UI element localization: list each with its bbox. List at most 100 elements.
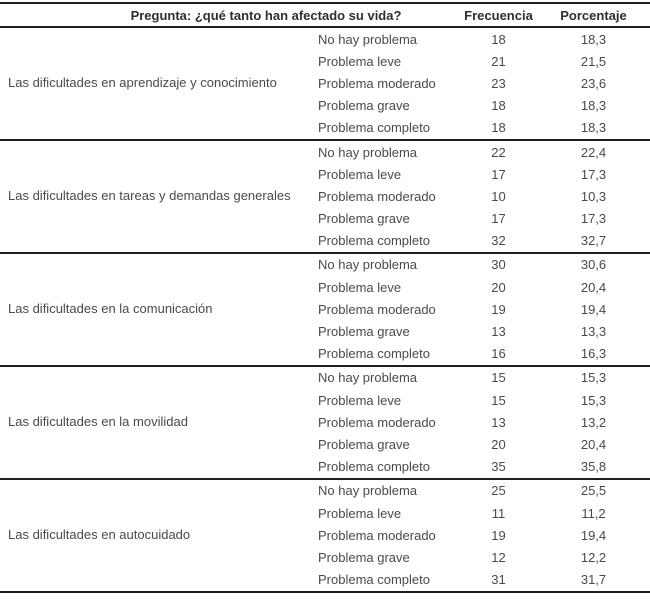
frequency-cell: 12 — [491, 549, 506, 565]
severity-cell: Problema grave — [318, 436, 410, 452]
table-row: Las dificultades en la comunicación No h… — [0, 253, 650, 315]
table-header: Pregunta: ¿qué tanto han afectado su vid… — [0, 3, 650, 27]
frequency-cell: 17 — [491, 166, 506, 182]
frequency-cell: 19 — [491, 527, 506, 543]
table-row: Problema moderado 19 19,4 — [0, 524, 650, 546]
table-row: Problema completo 32 32,7 — [0, 230, 650, 253]
table-row: Problema leve 20 20,4 — [0, 276, 650, 298]
percentage-cell: 22,4 — [580, 144, 607, 160]
percentage-cell: 25,5 — [580, 483, 607, 499]
percentage-cell: 17,3 — [580, 166, 607, 182]
severity-cell: Problema moderado — [318, 527, 436, 543]
percentage-cell: 30,6 — [580, 257, 607, 273]
table-row: Problema leve 21 21,5 — [0, 50, 650, 72]
frequency-cell: 16 — [491, 346, 506, 362]
table-row: Problema completo 35 35,8 — [0, 456, 650, 479]
percentage-cell: 17,3 — [580, 211, 607, 227]
severity-cell: Problema moderado — [318, 188, 436, 204]
frequency-cell: 19 — [491, 301, 506, 317]
table-row: Problema grave 13 13,3 — [0, 320, 650, 342]
severity-cell: Problema completo — [318, 346, 430, 362]
frequency-cell: 31 — [491, 572, 506, 588]
severity-cell: Problema grave — [318, 98, 410, 114]
table-row: Problema leve 11 11,2 — [0, 502, 650, 524]
table-row: Problema leve 15 15,3 — [0, 389, 650, 411]
percentage-cell: 23,6 — [580, 75, 607, 91]
severity-cell: Problema leve — [318, 279, 402, 295]
group-comunicacion: Las dificultades en la comunicación No h… — [0, 253, 650, 366]
table-row: Las dificultades en aprendizaje y conoci… — [0, 27, 650, 90]
percentage-cell: 32,7 — [580, 233, 607, 249]
severity-cell: Problema moderado — [318, 414, 436, 430]
frequency-cell: 25 — [491, 483, 506, 499]
severity-cell: Problema completo — [318, 459, 430, 475]
table-row: Las dificultades en tareas y demandas ge… — [0, 140, 650, 203]
percentage-cell: 11,2 — [581, 505, 606, 521]
percentage-cell: 20,4 — [580, 279, 607, 295]
frequency-cell: 18 — [491, 31, 506, 47]
table-row: Problema leve 17 17,3 — [0, 163, 650, 185]
frequency-cell: 35 — [491, 459, 506, 475]
frequency-cell: 17 — [491, 211, 506, 227]
severity-cell: No hay problema — [318, 257, 417, 273]
frequency-cell: 22 — [491, 144, 506, 160]
severity-cell: Problema moderado — [318, 75, 436, 91]
severity-cell: Problema moderado — [318, 301, 436, 317]
question-header: Pregunta: ¿qué tanto han afectado su vid… — [130, 7, 402, 23]
severity-cell: Problema leve — [318, 53, 402, 69]
percentage-cell: 13,2 — [580, 414, 607, 430]
table-row: Problema completo 16 16,3 — [0, 343, 650, 366]
frequency-cell: 10 — [491, 188, 506, 204]
percentage-cell: 13,3 — [580, 324, 607, 340]
percentage-cell: 20,4 — [580, 436, 607, 452]
frequency-cell: 18 — [491, 120, 506, 136]
severity-cell: Problema grave — [318, 211, 410, 227]
table-row: Problema moderado 10 10,3 — [0, 185, 650, 207]
frequency-cell: 23 — [491, 75, 506, 91]
table-row: Problema completo 18 18,3 — [0, 117, 650, 140]
header-row: Pregunta: ¿qué tanto han afectado su vid… — [0, 3, 650, 27]
table-row: Problema grave 20 20,4 — [0, 433, 650, 455]
table-row: Problema grave 17 17,3 — [0, 208, 650, 230]
percentage-cell: 35,8 — [580, 459, 607, 475]
frequency-cell: 32 — [491, 233, 506, 249]
table-row: Problema grave 12 12,2 — [0, 546, 650, 568]
category-cell: Las dificultades en la movilidad — [8, 413, 188, 429]
table-row: Las dificultades en autocuidado No hay p… — [0, 479, 650, 541]
percentage-cell: 15,3 — [580, 392, 607, 408]
percentage-cell: 15,3 — [580, 370, 607, 386]
severity-cell: No hay problema — [318, 370, 417, 386]
category-cell: Las dificultades en tareas y demandas ge… — [8, 187, 291, 203]
group-tareas: Las dificultades en tareas y demandas ge… — [0, 140, 650, 253]
percentage-cell: 18,3 — [580, 98, 607, 114]
percentage-cell: 21,5 — [580, 53, 607, 69]
severity-cell: Problema completo — [318, 233, 430, 249]
category-cell: Las dificultades en aprendizaje y conoci… — [8, 75, 277, 90]
category-cell: Las dificultades en autocuidado — [8, 526, 191, 542]
frequency-cell: 21 — [491, 53, 506, 69]
group-aprendizaje: Las dificultades en aprendizaje y conoci… — [0, 27, 650, 140]
severity-cell: Problema leve — [318, 166, 402, 182]
frequency-cell: 30 — [491, 257, 506, 273]
severity-cell: No hay problema — [318, 144, 417, 160]
percentage-cell: 16,3 — [580, 346, 607, 362]
severity-cell: Problema completo — [318, 120, 430, 136]
percentage-cell: 19,4 — [580, 301, 607, 317]
severity-cell: Problema leve — [318, 505, 402, 521]
severity-cell: Problema grave — [318, 324, 410, 340]
category-cell: Las dificultades en la comunicación — [8, 300, 213, 316]
frequency-cell: 20 — [491, 279, 506, 295]
percentage-cell: 18,3 — [580, 31, 607, 47]
group-autocuidado: Las dificultades en autocuidado No hay p… — [0, 479, 650, 592]
frequency-cell: 18 — [491, 98, 506, 114]
frequency-cell: 13 — [491, 414, 506, 430]
table-row: Problema moderado 23 23,6 — [0, 72, 650, 94]
frequency-header: Frecuencia — [464, 7, 533, 23]
table-row: Problema completo 31 31,7 — [0, 569, 650, 592]
severity-cell: Problema completo — [318, 572, 430, 588]
severity-cell: Problema grave — [318, 549, 410, 565]
severity-cell: No hay problema — [318, 483, 417, 499]
percentage-cell: 31,7 — [580, 572, 607, 588]
percentage-cell: 18,3 — [580, 120, 607, 136]
